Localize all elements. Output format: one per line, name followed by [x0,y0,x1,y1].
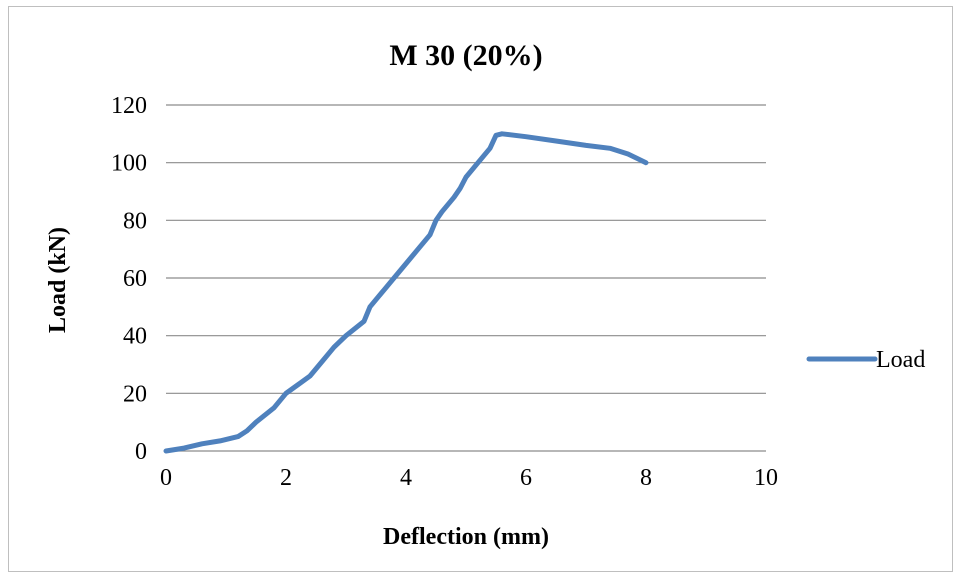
y-tick-labels: 0 20 40 60 80 100 120 [111,93,147,465]
legend-label: Load [876,347,925,373]
gridlines [166,104,766,452]
x-tick-label: 4 [400,465,412,491]
y-tick-label: 100 [111,151,147,177]
x-tick-label: 8 [640,465,652,491]
y-tick-label: 20 [123,381,147,407]
series-line-load [163,131,649,454]
chart-svg: M 30 (20%) 0 20 40 60 80 100 120 0 2 4 6 8 10 Defle… [45,39,925,550]
x-axis-label: Deflection (mm) [383,524,549,550]
y-tick-label: 0 [135,439,147,465]
x-tick-label: 0 [160,465,172,491]
x-tick-label: 2 [280,465,292,491]
y-tick-label: 40 [123,324,147,350]
y-tick-label: 60 [123,266,147,292]
series-group [163,131,649,454]
x-tick-labels: 0 2 4 6 8 10 [160,465,778,491]
legend: Load [806,347,925,373]
y-axis-label: Load (kN) [45,227,71,333]
chart-frame: M 30 (20%) 0 20 40 60 80 100 120 0 2 4 6 8 10 Defle… [8,6,953,572]
chart-title: M 30 (20%) [389,39,542,72]
x-tick-label: 6 [520,465,532,491]
y-tick-label: 120 [111,93,147,119]
x-tick-label: 10 [754,465,778,491]
y-tick-label: 80 [123,208,147,234]
